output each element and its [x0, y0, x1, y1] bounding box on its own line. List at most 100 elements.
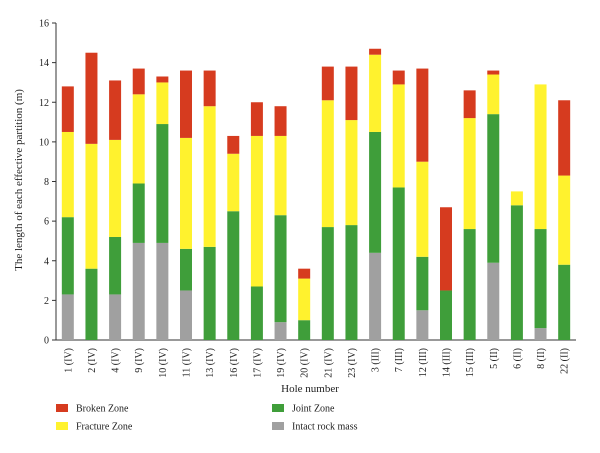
bar-segment-joint-zone — [440, 290, 452, 340]
bar-stack — [109, 80, 122, 340]
y-tick-label: 14 — [39, 58, 49, 69]
bar-segment-broken-zone — [203, 70, 216, 107]
bar-stack — [227, 135, 240, 340]
x-tick-label: 4 (IV) — [111, 348, 122, 373]
bar-segment-broken-zone — [392, 70, 405, 85]
bar-segment-fracture-zone — [274, 135, 287, 216]
bar-segment-joint-zone — [61, 217, 74, 295]
bar-segment-fracture-zone — [156, 82, 169, 125]
legend-swatch — [56, 422, 68, 430]
y-tick-label: 2 — [44, 296, 49, 307]
bar-segment-fracture-zone — [321, 100, 334, 228]
bar-segment-fracture-zone — [109, 139, 122, 237]
bar-segment-broken-zone — [416, 68, 429, 162]
x-tick-label: 11 (IV) — [182, 348, 193, 377]
bar-segment-joint-zone — [321, 227, 334, 340]
bar-segment-joint-zone — [274, 215, 287, 323]
bar-segment-joint-zone — [416, 256, 429, 311]
bar-segment-joint-zone — [109, 236, 122, 295]
bar-segment-intact-rock-mass — [487, 262, 500, 340]
bar-stack — [203, 70, 216, 340]
bar-segment-joint-zone — [534, 229, 547, 329]
bar-stack — [558, 100, 571, 340]
bar-segment-broken-zone — [369, 48, 382, 55]
bar-segment-broken-zone — [558, 100, 571, 176]
y-axis-title: The length of each effective partition (… — [13, 89, 25, 271]
bar-segment-broken-zone — [298, 268, 311, 279]
bar-segment-broken-zone — [156, 76, 169, 83]
bar-stack — [369, 48, 382, 340]
bars — [61, 48, 571, 340]
bar-segment-joint-zone — [298, 320, 311, 340]
bar-stack — [345, 66, 358, 340]
bar-segment-fracture-zone — [180, 137, 192, 249]
x-tick-label: 13 (IV) — [205, 348, 216, 378]
bar-stack — [132, 68, 145, 340]
bar-segment-intact-rock-mass — [534, 328, 547, 340]
bar-segment-joint-zone — [345, 225, 358, 340]
x-tick-label: 16 (IV) — [229, 348, 240, 378]
legend-label: Joint Zone — [292, 404, 335, 415]
x-tick-label: 12 (III) — [418, 348, 429, 377]
bar-segment-broken-zone — [61, 86, 74, 132]
bar-segment-intact-rock-mass — [369, 252, 382, 340]
legend-label: Broken Zone — [76, 404, 129, 415]
y-axis: 0 2 4 6 8 10 12 14 16 — [39, 19, 57, 347]
bar-stack — [274, 106, 287, 340]
bar-stack — [321, 66, 334, 340]
legend-swatch — [56, 404, 68, 412]
legend-label: Fracture Zone — [76, 422, 133, 433]
bar-segment-joint-zone — [227, 211, 240, 340]
x-tick-label: 23 (IV) — [347, 348, 358, 378]
bar-segment-intact-rock-mass — [416, 310, 429, 340]
bar-segment-joint-zone — [180, 248, 192, 291]
bar-segment-fracture-zone — [558, 175, 571, 265]
y-tick-label: 8 — [44, 177, 49, 188]
bar-segment-joint-zone — [463, 229, 476, 340]
bar-stack — [416, 68, 429, 340]
x-tick-label: 6 (II) — [512, 348, 523, 369]
y-tick-label: 6 — [44, 217, 49, 228]
bar-stack — [534, 84, 547, 340]
bar-segment-fracture-zone — [392, 84, 405, 188]
x-tick-label: 22 (II) — [560, 348, 571, 374]
x-tick-label: 5 (II) — [489, 348, 500, 369]
x-tick-label: 21 (IV) — [323, 348, 334, 378]
bar-segment-fracture-zone — [298, 278, 311, 321]
bar-stack — [487, 70, 500, 340]
bar-segment-broken-zone — [487, 70, 500, 75]
bar-stack — [440, 207, 452, 340]
y-tick-label: 4 — [44, 256, 49, 267]
bar-stack — [85, 52, 98, 340]
x-tick-label: 19 (IV) — [276, 348, 287, 378]
bar-segment-fracture-zone — [85, 143, 98, 269]
bar-segment-joint-zone — [250, 286, 263, 340]
bar-segment-fracture-zone — [227, 153, 240, 212]
y-tick-label: 10 — [39, 137, 49, 148]
bar-segment-joint-zone — [203, 246, 216, 340]
bar-segment-intact-rock-mass — [109, 294, 122, 340]
bar-segment-fracture-zone — [369, 54, 382, 132]
x-tick-label: 2 (IV) — [87, 348, 98, 373]
bar-segment-joint-zone — [85, 268, 98, 340]
y-tick-label: 12 — [39, 98, 49, 109]
x-tick-label: 7 (III) — [394, 348, 405, 372]
bar-segment-intact-rock-mass — [274, 322, 287, 340]
bar-segment-broken-zone — [250, 102, 263, 136]
x-tick-label: 8 (II) — [536, 348, 547, 369]
x-tick-label: 14 (III) — [442, 348, 453, 377]
bar-segment-intact-rock-mass — [132, 242, 145, 340]
bar-stack — [180, 70, 192, 340]
bar-segment-fracture-zone — [61, 131, 74, 218]
bar-segment-joint-zone — [369, 131, 382, 253]
x-axis-title: Hole number — [281, 383, 339, 395]
x-tick-label: 9 (IV) — [134, 348, 145, 373]
x-axis: 1 (IV) 2 (IV) 4 (IV) 9 (IV) 10 (IV) 11 (IV) 13… — [56, 339, 576, 378]
bar-segment-broken-zone — [132, 68, 145, 95]
bar-stack — [250, 102, 263, 340]
bar-segment-joint-zone — [392, 187, 405, 340]
bar-segment-broken-zone — [227, 135, 240, 154]
bar-segment-intact-rock-mass — [61, 294, 74, 340]
bar-segment-intact-rock-mass — [180, 290, 192, 340]
